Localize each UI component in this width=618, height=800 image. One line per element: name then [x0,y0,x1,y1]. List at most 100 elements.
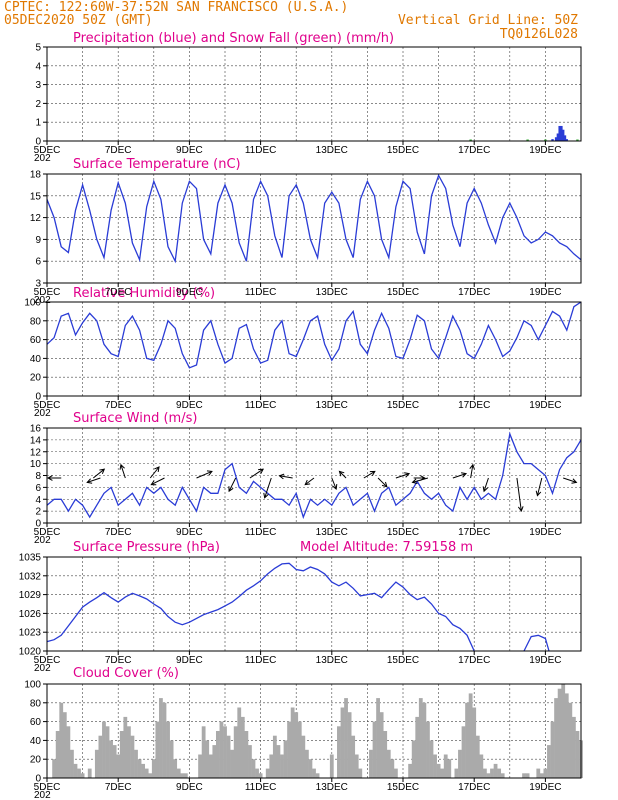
x-tick-label: 15DEC [387,527,419,538]
cloud-bar [482,768,487,778]
precip-bar [558,125,561,141]
y-tick-label: 1032 [19,571,42,582]
y-tick-label: 1029 [19,590,42,601]
wind-arrow [196,470,213,479]
y-tick-label: 15 [30,191,42,202]
precip-bar [560,125,563,141]
cloud-bar [73,763,78,778]
precip-bar [469,139,472,141]
cloud-bar [180,773,185,778]
cloud-bar [536,768,541,778]
wind-arrow-head [263,492,269,499]
cloud-bar [461,726,466,778]
precip-title: Precipitation (blue) and Snow Fall (gree… [73,31,394,46]
x-tick-label: 7DEC [105,655,132,666]
cloud-frame [46,683,582,779]
wind-arrow-head [469,463,475,470]
cloud-bar [308,759,313,778]
cloud-bar [340,707,345,778]
cloud-bar [304,749,309,778]
cloud-bar [561,684,566,778]
cloud-bar [201,726,206,778]
cloud-bar [205,740,210,778]
wind-arrow-head [119,463,125,470]
cloud-bar [564,693,569,778]
y-tick-label: 1023 [19,628,42,639]
cloud-bar [251,759,256,778]
cloud-bar [454,768,459,778]
cloud-bar [55,731,60,778]
cloud-bar [390,759,395,778]
wind-arrow [395,473,410,479]
y-tick-label: 0 [35,137,41,148]
x-tick-label: 13DEC [316,782,348,793]
y-tick-label: 5 [35,43,41,54]
cloud-bar [198,754,202,778]
cloud-panel: 0 20 40 60 80 100 5DEC 7DEC 9DEC 11DEC 13DEC 15DEC 1… [24,680,583,800]
x-tick-label: 19DEC [529,400,561,411]
cloud-bar [233,726,238,778]
x-tick-label: 9DEC [176,400,203,411]
wind-arrow-head [571,478,578,484]
cloud-bar [240,716,245,778]
cloud-bar [237,707,242,778]
cloud-bar [411,740,416,778]
cloud-bar [265,768,270,778]
wind-arrow [228,477,237,492]
header-run-date: 05DEC2020 50Z (GMT) [4,13,153,28]
cloud-bar [109,740,113,778]
wind-arrow-head [482,486,489,493]
precip-bar [551,139,554,141]
y-tick-label: 100 [24,680,41,691]
wind-arrow-head [381,481,388,488]
x-tick-label: 9DEC [176,782,203,793]
y-tick-label: 18 [30,170,42,181]
cloud-title: Cloud Cover (%) [73,666,179,681]
cloud-bar [87,768,92,778]
x-tick-label: 19DEC [529,782,561,793]
wind-arrow-head [369,470,376,476]
x-tick-label: 11DEC [245,287,277,298]
wind-arrow [536,477,543,496]
x-tick-label: 7DEC [105,400,132,411]
cloud-bar [547,745,551,778]
x-tick-label: 17DEC [458,287,490,298]
cloud-bar [159,698,163,778]
cloud-bar [315,773,320,778]
cloud-bar [123,716,128,778]
wind-arrow-head [404,472,411,478]
x-tick-label: 11DEC [245,655,277,666]
y-tick-label: 12 [30,447,42,458]
x-tick-label: 11DEC [245,527,277,538]
header-vertical-grid: Vertical Grid Line: 50Z [398,13,578,28]
cloud-bar [223,726,227,778]
cloud-bar [208,754,213,778]
cloud-bar [344,698,348,778]
wind-arrow [483,477,489,492]
cloud-bar [173,759,178,778]
wind-arrow-head [517,506,524,513]
precip-panel: 0 1 2 3 4 5 5DEC 7DEC 9DEC 11DEC 13DEC 15DEC 17DEC 19… [34,43,582,164]
cloud-bar [525,773,530,778]
precip-bar [544,139,547,141]
wind-series-line [46,431,582,520]
cloud-bar [554,698,558,778]
cloud-bar [539,773,544,778]
x-tick-label: 19DEC [529,527,561,538]
cloud-bar [433,754,437,778]
cloud-bar [166,721,170,778]
cloud-bar [126,726,131,778]
cloud-bar [212,745,217,778]
cloud-bar [490,768,494,778]
year-fragment: 202 [34,663,51,674]
y-tick-label: 4 [35,61,41,72]
y-tick-label: 1026 [19,609,42,620]
y-tick-label: 2 [35,507,41,518]
cloud-bar [269,754,274,778]
y-tick-label: 6 [35,257,41,268]
temp-panel: 3 6 9 12 15 18 5DEC 7DEC 9DEC 11DEC 13DEC 15DEC 17DE… [30,170,582,306]
wind-arrow-head [228,486,234,493]
y-tick-label: 0 [35,519,41,530]
x-tick-label: 11DEC [245,782,277,793]
x-tick-label: 13DEC [316,655,348,666]
